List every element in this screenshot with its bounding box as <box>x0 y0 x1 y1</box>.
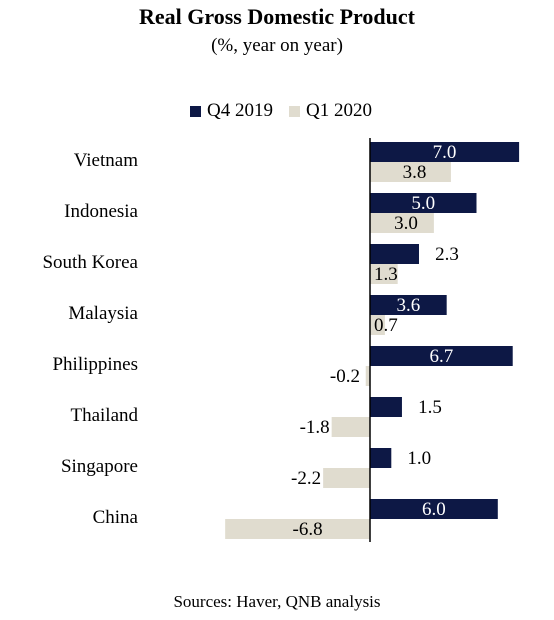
legend-item-q1-2020: Q1 2020 <box>288 100 372 122</box>
value-label-vietnam-q1-2020: 3.8 <box>403 162 427 183</box>
category-label-malaysia: Malaysia <box>68 303 138 324</box>
value-label-south-korea-q1-2020: 1.3 <box>374 264 398 285</box>
bar-south-korea-q4-2019 <box>370 244 419 264</box>
value-label-thailand-q1-2020: -1.8 <box>300 417 330 438</box>
value-label-china-q1-2020: -6.8 <box>293 519 323 540</box>
value-label-singapore-q4-2019: 1.0 <box>407 448 431 469</box>
bar-malaysia-q1-2020 <box>370 315 385 335</box>
value-label-indonesia-q4-2019: 5.0 <box>411 193 435 214</box>
category-label-philippines: Philippines <box>52 354 138 375</box>
value-label-malaysia-q1-2020: 0.7 <box>374 315 398 336</box>
legend-swatch-q1-2020 <box>288 105 300 117</box>
bar-thailand-q1-2020 <box>331 417 370 437</box>
legend-swatch-q4-2019 <box>190 105 201 117</box>
chart-title: Real Gross Domestic Product <box>139 4 415 29</box>
bar-philippines-q4-2019 <box>370 346 513 366</box>
category-label-south-korea: South Korea <box>42 252 138 273</box>
value-label-indonesia-q1-2020: 3.0 <box>394 213 418 234</box>
bar-philippines-q1-2020 <box>365 366 370 386</box>
category-label-china: China <box>93 507 139 528</box>
value-label-philippines-q1-2020: -0.2 <box>330 366 360 387</box>
value-label-singapore-q1-2020: -2.2 <box>291 468 321 489</box>
value-label-south-korea-q4-2019: 2.3 <box>435 244 459 265</box>
value-label-philippines-q4-2019: 6.7 <box>429 346 453 367</box>
bar-malaysia-q4-2019 <box>370 295 447 315</box>
bar-south-korea-q1-2020 <box>370 264 398 284</box>
chart-subtitle: (%, year on year) <box>211 35 343 56</box>
value-label-vietnam-q4-2019: 7.0 <box>433 142 457 163</box>
value-label-china-q4-2019: 6.0 <box>422 499 446 520</box>
source-note: Sources: Haver, QNB analysis <box>173 592 381 611</box>
legend-label-q4-2019: Q4 2019 <box>207 100 273 121</box>
category-label-thailand: Thailand <box>70 405 138 426</box>
category-label-singapore: Singapore <box>61 456 138 477</box>
bar-thailand-q4-2019 <box>370 397 402 417</box>
value-label-thailand-q4-2019: 1.5 <box>418 397 442 418</box>
bar-singapore-q4-2019 <box>370 448 392 468</box>
value-label-malaysia-q4-2019: 3.6 <box>396 295 420 316</box>
chart-legend: Q4 2019 Q1 2020 <box>190 100 388 122</box>
bar-vietnam-q1-2020 <box>370 162 451 182</box>
bar-indonesia-q4-2019 <box>370 193 477 213</box>
bar-vietnam-q4-2019 <box>370 142 520 162</box>
category-label-indonesia: Indonesia <box>64 201 138 222</box>
bar-indonesia-q1-2020 <box>370 213 434 233</box>
legend-label-q1-2020: Q1 2020 <box>305 100 372 121</box>
category-label-vietnam: Vietnam <box>74 150 139 171</box>
bar-china-q1-2020 <box>225 519 370 539</box>
bar-china-q4-2019 <box>370 499 498 519</box>
bar-singapore-q1-2020 <box>323 468 370 488</box>
legend-item-q4-2019: Q4 2019 <box>190 100 273 122</box>
